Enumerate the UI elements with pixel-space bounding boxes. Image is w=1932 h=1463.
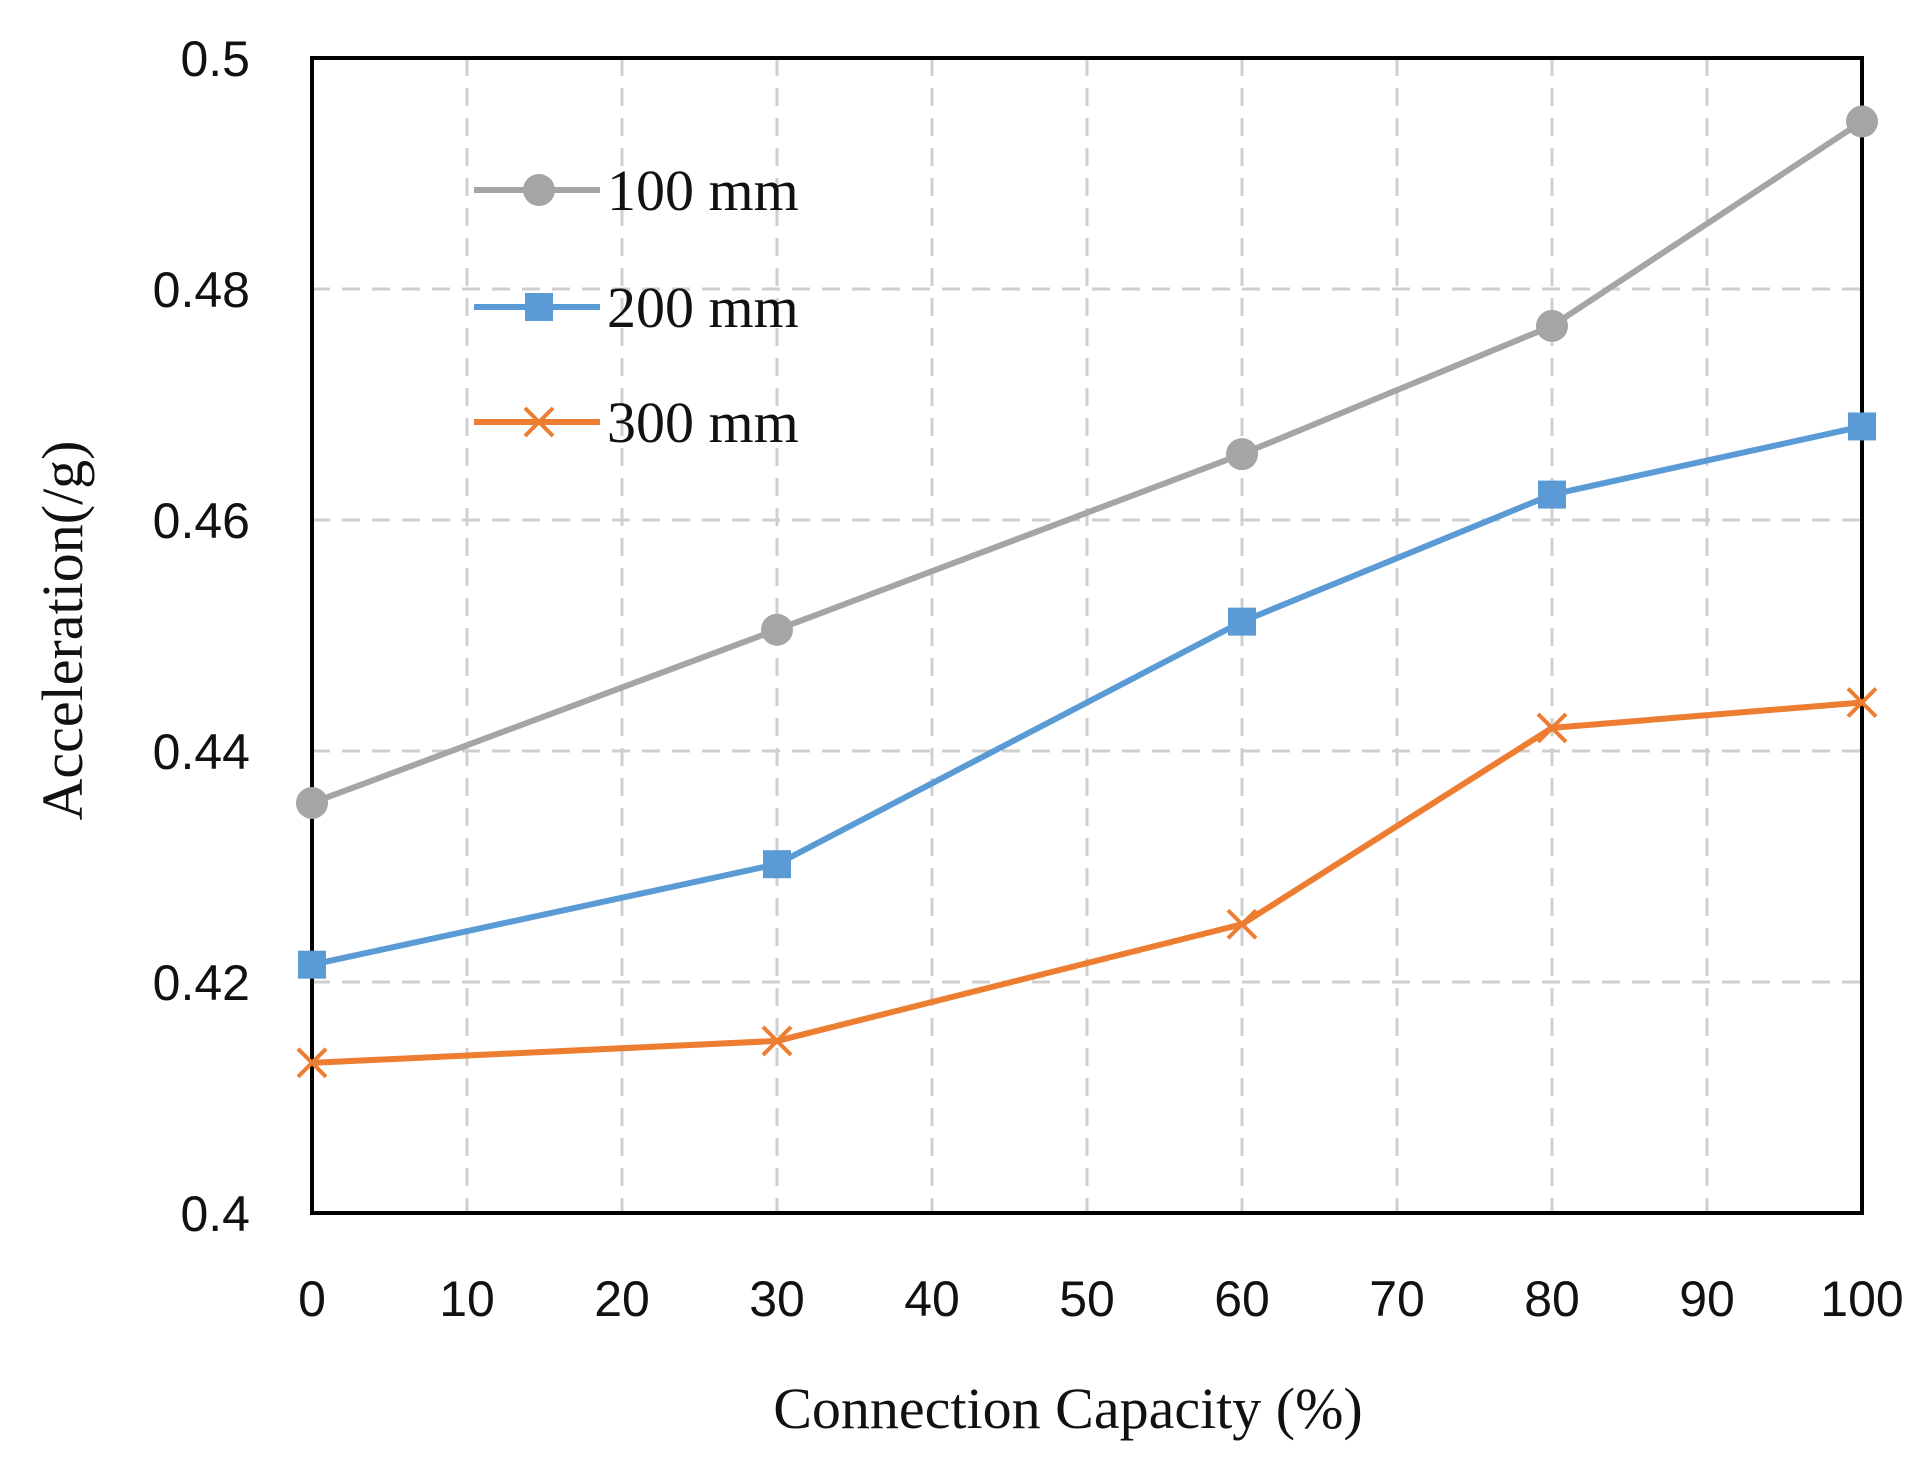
data-point [1228, 607, 1256, 636]
series-100-mm [296, 105, 1878, 819]
y-axis-title: Acceleration(/g) [30, 440, 95, 820]
y-tick-label: 0.42 [153, 955, 250, 1011]
x-tick-label: 90 [1679, 1271, 1735, 1327]
x-marker-stroke [1846, 687, 1878, 718]
y-tick-label: 0.48 [153, 262, 250, 318]
x-marker-stroke [1536, 712, 1568, 744]
data-point [761, 613, 793, 646]
grid-lines [312, 58, 1862, 1213]
legend-item: 300 mm [474, 390, 799, 455]
x-tick-label: 0 [298, 1271, 326, 1327]
x-tick-label: 80 [1524, 1271, 1580, 1327]
data-point [1226, 438, 1258, 471]
legend-marker [523, 406, 555, 438]
legend-label: 300 mm [607, 390, 799, 455]
legend-label: 100 mm [607, 158, 799, 223]
x-axis-title: Connection Capacity (%) [773, 1376, 1363, 1441]
x-tick-label: 100 [1820, 1271, 1903, 1327]
y-tick-label: 0.46 [153, 493, 250, 549]
x-marker-stroke [761, 1025, 793, 1057]
x-marker-stroke [1226, 908, 1258, 940]
legend-item: 200 mm [474, 275, 799, 340]
series-200-mm [298, 412, 1876, 979]
legend-label: 200 mm [607, 275, 799, 340]
data-point [1846, 105, 1878, 138]
data-point [296, 1047, 328, 1079]
x-tick-label: 70 [1369, 1271, 1425, 1327]
x-tick-label: 30 [749, 1271, 805, 1327]
y-axis-ticks: 0.4 0.42 0.44 0.46 0.48 0.5 [153, 31, 250, 1242]
x-tick-label: 50 [1059, 1271, 1115, 1327]
x-tick-label: 10 [439, 1271, 495, 1327]
legend: 100 mm 200 mm 300 mm [474, 158, 799, 455]
data-point [761, 1025, 793, 1057]
data-point [298, 950, 326, 979]
x-tick-label: 60 [1214, 1271, 1270, 1327]
x-tick-label: 20 [594, 1271, 650, 1327]
legend-marker [525, 293, 553, 321]
legend-item: 100 mm [474, 158, 799, 223]
data-point [1226, 908, 1258, 940]
data-point [1536, 712, 1568, 744]
series-layer [296, 105, 1878, 1079]
x-axis-ticks: 0 10 20 30 40 50 60 70 80 90 100 [298, 1271, 1904, 1327]
data-point [1846, 687, 1878, 718]
plot-area-frame [310, 56, 1864, 1215]
series-300-mm [296, 687, 1878, 1079]
data-point [763, 850, 791, 879]
data-point [296, 786, 328, 819]
y-tick-label: 0.44 [153, 724, 250, 780]
x-marker-stroke [523, 406, 555, 438]
y-tick-label: 0.5 [180, 31, 250, 87]
x-tick-label: 40 [904, 1271, 960, 1327]
data-point [1848, 412, 1876, 441]
data-point [1536, 309, 1568, 342]
data-point [1538, 480, 1566, 509]
legend-marker [523, 174, 555, 206]
x-marker-stroke [296, 1047, 328, 1079]
y-tick-label: 0.4 [180, 1186, 250, 1242]
